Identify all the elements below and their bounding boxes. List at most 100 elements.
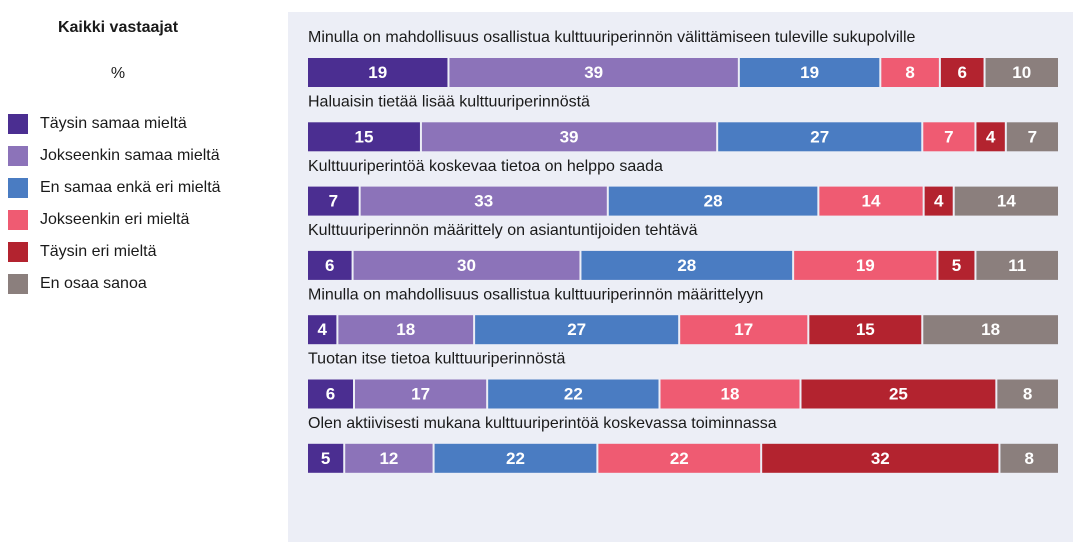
value-label: 19 [368,63,387,82]
value-label: 8 [1023,384,1032,403]
bar-segment [488,379,659,409]
value-label: 5 [321,449,330,468]
value-label: 32 [871,449,890,468]
legend-label: Täysin samaa mieltä [40,115,187,132]
value-label: 27 [567,320,586,339]
bar-segment [1006,122,1058,152]
value-label: 4 [934,192,944,211]
value-label: 22 [670,449,689,468]
value-label: 18 [721,384,740,403]
value-label: 8 [1024,449,1033,468]
bar-segment [308,250,352,280]
bar-segment [355,379,487,409]
bar-segment [976,250,1058,280]
value-label: 8 [905,63,914,82]
bar-segment [680,315,808,345]
bar-segment [923,315,1058,345]
bar-segment [938,250,975,280]
value-label: 7 [944,127,953,146]
bar-segment [581,250,793,280]
legend-label: En osaa sanoa [40,275,147,292]
bar-segment [475,315,679,345]
value-label: 22 [564,384,583,403]
bar-segment [421,122,717,152]
unit-label: % [111,65,125,82]
value-label: 18 [396,320,415,339]
row-title: Minulla on mahdollisuus osallistua kultt… [308,286,763,303]
bar-segment [923,122,975,152]
row-title: Kulttuuriperintöä koskevaa tietoa on hel… [308,158,663,175]
value-label: 6 [957,63,966,82]
bar-segment [598,443,761,473]
value-label: 14 [862,192,881,211]
value-label: 6 [325,256,334,275]
value-label: 6 [326,384,335,403]
value-label: 5 [952,256,961,275]
bar-segment [762,443,999,473]
bar-segment [308,315,337,345]
bar-segment [308,186,359,216]
value-label: 4 [317,320,327,339]
bar-segment [985,58,1058,87]
bar-segment [308,443,344,473]
legend-swatch [8,210,28,230]
value-label: 19 [856,256,875,275]
legend-swatch [8,114,28,134]
value-label: 7 [1028,127,1037,146]
bar-segment [308,58,448,87]
bar-segment [660,379,800,409]
legend-swatch [8,242,28,262]
bar-segment [718,122,922,152]
value-label: 15 [856,320,875,339]
bar-segment [449,58,738,87]
bar-segment [794,250,937,280]
legend-label: Jokseenkin eri mieltä [40,211,190,228]
bar-segment [608,186,818,216]
value-label: 28 [704,192,723,211]
value-label: 11 [1008,256,1026,275]
value-label: 33 [474,192,493,211]
value-label: 10 [1012,63,1031,82]
value-label: 12 [379,449,398,468]
value-label: 28 [677,256,696,275]
bar-segment [819,186,923,216]
value-label: 39 [584,63,603,82]
value-label: 17 [734,320,753,339]
value-label: 27 [810,127,829,146]
value-label: 39 [560,127,579,146]
legend-label: Jokseenkin samaa mieltä [40,147,220,164]
value-label: 22 [506,449,525,468]
bar-segment [801,379,996,409]
value-label: 30 [457,256,476,275]
bar-segment [954,186,1058,216]
bar-segment [924,186,953,216]
bar-segment [997,379,1058,409]
bar-segment [809,315,922,345]
value-label: 14 [997,192,1016,211]
row-title: Olen aktiivisesti mukana kulttuuriperint… [308,415,777,432]
value-label: 4 [986,127,996,146]
legend-swatch [8,274,28,294]
bar-segment [976,122,1005,152]
bar-segment [434,443,597,473]
bar-segment [345,443,433,473]
row-title: Tuotan itse tietoa kulttuuriperinnöstä [308,351,565,368]
bar-segment [360,186,607,216]
legend-swatch [8,178,28,198]
value-label: 18 [981,320,1000,339]
value-label: 25 [889,384,908,403]
value-label: 19 [800,63,819,82]
bar-segment [940,58,984,87]
bar-segment [353,250,580,280]
legend-label: En samaa enkä eri mieltä [40,179,221,196]
bar-segment [308,122,420,152]
value-label: 7 [329,192,338,211]
row-title: Kulttuuriperinnön määrittely on asiantun… [308,222,698,239]
value-label: 15 [355,127,374,146]
chart-title: Kaikki vastaajat [58,19,179,36]
legend-label: Täysin eri mieltä [40,243,157,260]
bar-segment [881,58,939,87]
row-title: Minulla on mahdollisuus osallistua kultt… [308,29,916,46]
value-label: 17 [411,384,430,403]
